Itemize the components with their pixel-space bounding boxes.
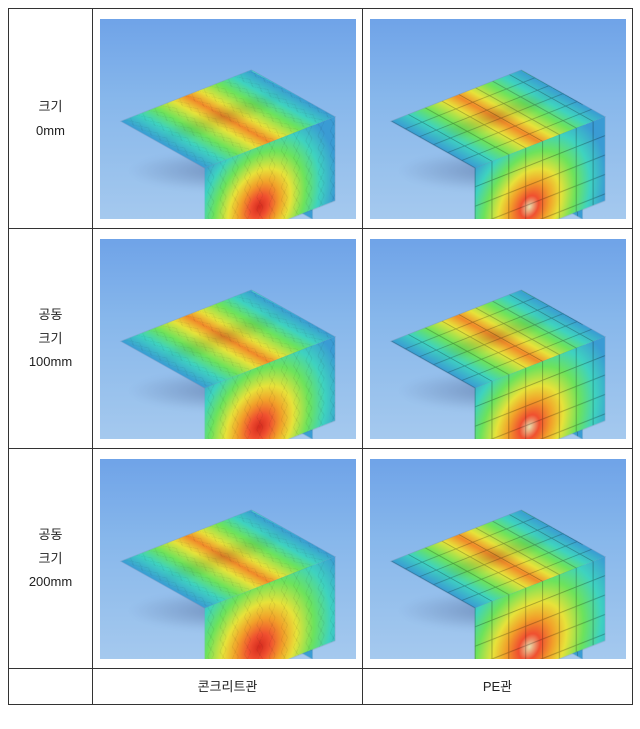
sim-cell-2-1 — [363, 449, 633, 669]
fem-render — [370, 459, 626, 659]
fem-render — [370, 239, 626, 439]
sim-cell-0-1 — [363, 9, 633, 229]
row-label-0: 크기 0mm — [9, 9, 93, 229]
row-label-line: 크기 — [39, 99, 63, 114]
row-label-line: 크기 — [39, 331, 63, 346]
row-label-line: 공동 — [39, 307, 63, 322]
fem-render — [100, 239, 356, 439]
footer-blank — [9, 669, 93, 705]
table-row: 공동 크기 100mm — [9, 229, 633, 449]
fem-render — [370, 19, 626, 219]
fem-render — [100, 459, 356, 659]
fem-render — [100, 19, 356, 219]
table-body: 크기 0mm 공동 크기 100mm 공동 크기 200mm — [9, 9, 633, 705]
comparison-table: 크기 0mm 공동 크기 100mm 공동 크기 200mm — [8, 8, 633, 705]
row-label-line: 크기 — [39, 551, 63, 566]
row-label-line: 공동 — [39, 527, 63, 542]
row-label-line: 0mm — [36, 123, 65, 138]
col-label-0: 콘크리트관 — [93, 669, 363, 705]
row-label-2: 공동 크기 200mm — [9, 449, 93, 669]
col-label-1: PE관 — [363, 669, 633, 705]
table-row: 크기 0mm — [9, 9, 633, 229]
footer-row: 콘크리트관 PE관 — [9, 669, 633, 705]
table-row: 공동 크기 200mm — [9, 449, 633, 669]
sim-cell-1-0 — [93, 229, 363, 449]
sim-cell-2-0 — [93, 449, 363, 669]
sim-cell-0-0 — [93, 9, 363, 229]
row-label-1: 공동 크기 100mm — [9, 229, 93, 449]
sim-cell-1-1 — [363, 229, 633, 449]
row-label-line: 100mm — [29, 354, 72, 369]
row-label-line: 200mm — [29, 574, 72, 589]
